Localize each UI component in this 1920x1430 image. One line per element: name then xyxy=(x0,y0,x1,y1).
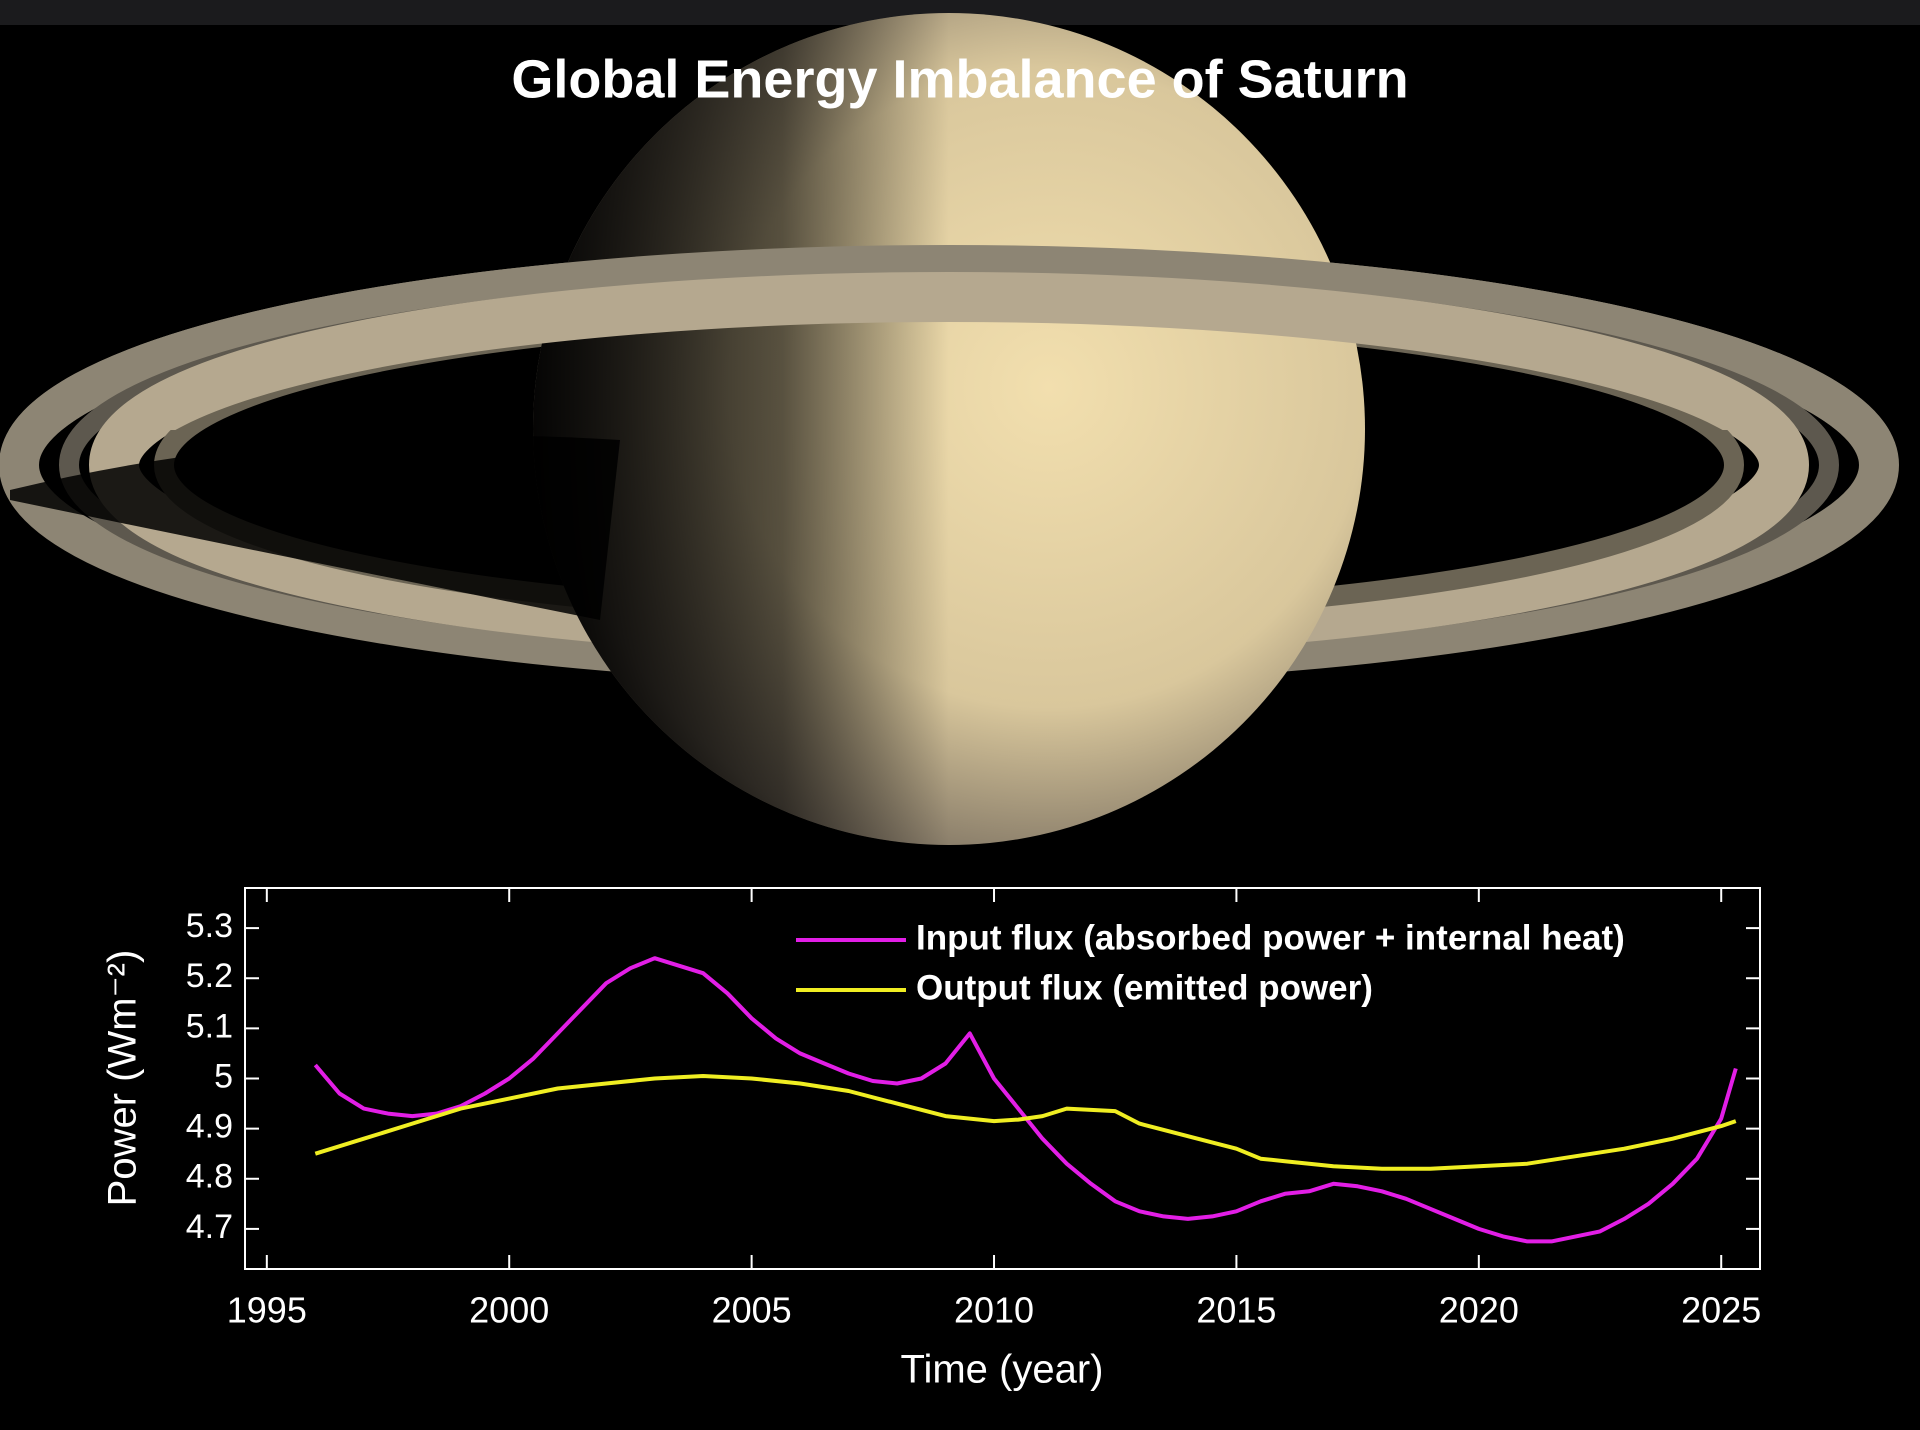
y-tick-label: 5.2 xyxy=(186,957,233,995)
x-tick-label: 2000 xyxy=(469,1290,549,1331)
saturn-image xyxy=(0,13,1899,845)
x-tick-label: 2015 xyxy=(1196,1290,1276,1331)
series-line xyxy=(313,956,1738,1244)
x-tick-label: 2020 xyxy=(1439,1290,1519,1331)
y-tick-label: 4.8 xyxy=(186,1158,233,1196)
y-tick-label: 4.9 xyxy=(186,1108,233,1146)
plot-frame xyxy=(244,887,1761,1270)
x-tick-label: 2010 xyxy=(954,1290,1034,1331)
y-tick-label: 4.7 xyxy=(186,1208,233,1246)
x-tick-label: 1995 xyxy=(227,1290,307,1331)
y-tick-label: 5 xyxy=(214,1057,233,1095)
x-tick-label: 2005 xyxy=(712,1290,792,1331)
y-tick-label: 5.1 xyxy=(186,1007,233,1045)
legend-label: Input flux (absorbed power + internal he… xyxy=(916,918,1625,957)
y-axis-label: Power (Wm⁻²) xyxy=(101,950,145,1207)
chart-title: Global Energy Imbalance of Saturn xyxy=(511,49,1408,109)
y-tick-label: 5.3 xyxy=(186,907,233,945)
series-line xyxy=(314,1074,1737,1171)
legend-label: Output flux (emitted power) xyxy=(916,968,1373,1007)
x-axis-label: Time (year) xyxy=(901,1348,1104,1392)
x-tick-label: 2025 xyxy=(1681,1290,1761,1331)
